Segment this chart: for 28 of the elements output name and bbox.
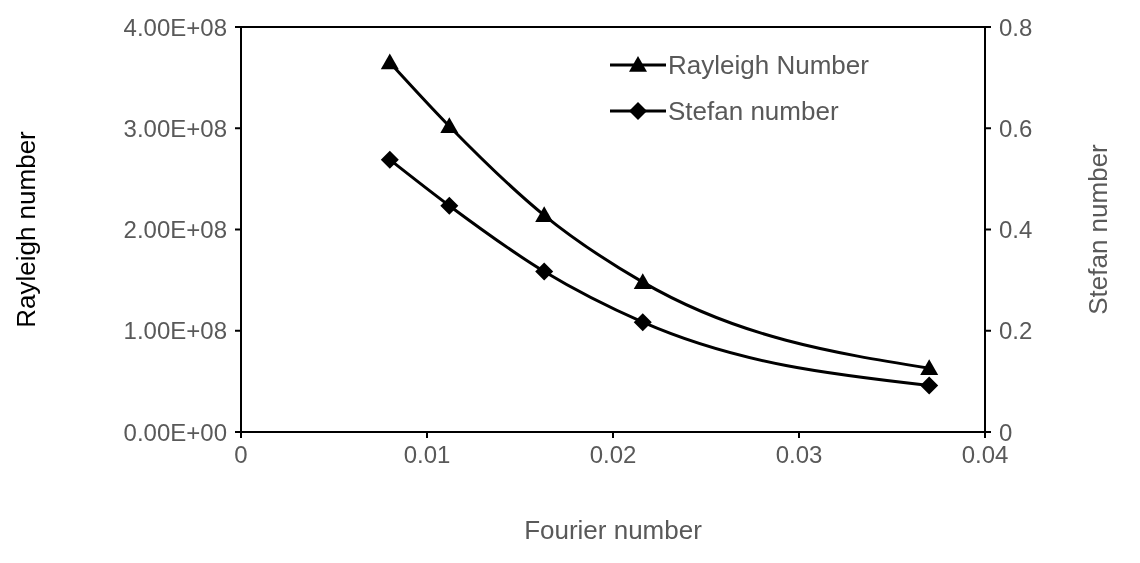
point — [633, 313, 652, 332]
x-tick-label: 0.01 — [403, 441, 451, 469]
point — [920, 359, 939, 375]
point — [633, 273, 652, 289]
point — [440, 117, 459, 133]
x-tick-label: 0.02 — [589, 441, 637, 469]
y2-tick-label: 0.4 — [999, 216, 1033, 244]
x-axis-title: Fourier number — [524, 515, 703, 545]
legend-label: Rayleigh Number — [668, 49, 869, 81]
y-tick-label: 3.00E+08 — [123, 114, 227, 142]
y-tick-label: 1.00E+08 — [123, 317, 227, 345]
point — [380, 150, 399, 169]
x-tick-label: 0 — [234, 441, 248, 469]
point — [440, 196, 459, 215]
point — [535, 262, 554, 281]
y-axis-title: Rayleigh number — [11, 130, 42, 328]
y-tick-label: 2.00E+08 — [123, 216, 227, 244]
legend-label: Stefan number — [668, 95, 839, 127]
x-tick-label: 0.03 — [775, 441, 823, 469]
point — [920, 376, 939, 395]
y2-tick-label: 0.6 — [999, 114, 1033, 142]
point — [380, 53, 399, 70]
y2-tick-label: 0.2 — [999, 317, 1033, 345]
y2-axis-title: Stefan number — [1083, 143, 1114, 315]
point — [535, 206, 554, 223]
y-tick-label: 0.00E+00 — [123, 418, 227, 446]
y-tick-label: 4.00E+08 — [123, 13, 227, 41]
y2-tick-label: 0.8 — [999, 13, 1033, 41]
